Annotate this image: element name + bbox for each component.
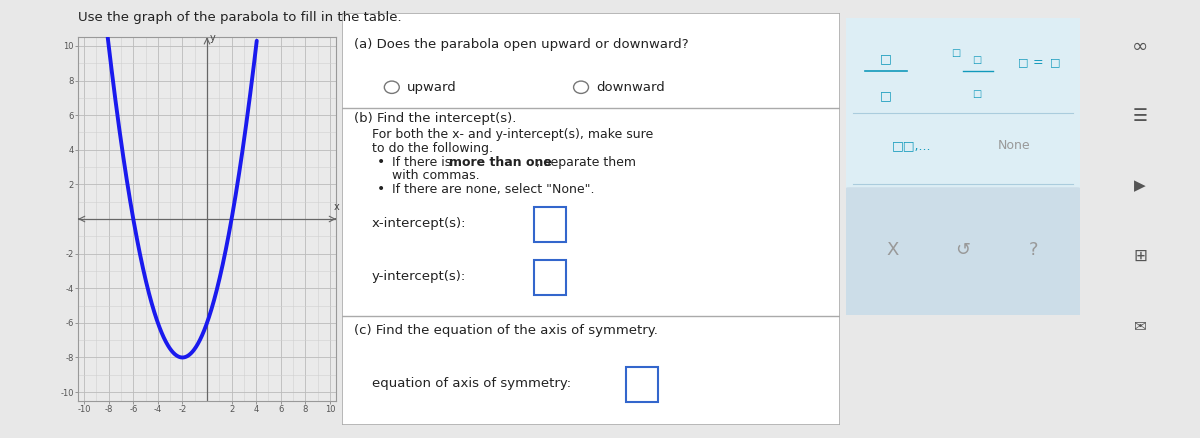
Text: to do the following.: to do the following. [372,141,493,155]
Text: =: = [1032,56,1043,69]
FancyBboxPatch shape [626,367,659,402]
Text: For both the x- and y-intercept(s), make sure: For both the x- and y-intercept(s), make… [372,128,653,141]
Text: (c) Find the equation of the axis of symmetry.: (c) Find the equation of the axis of sym… [354,324,659,337]
Text: (b) Find the intercept(s).: (b) Find the intercept(s). [354,112,517,125]
Text: ☰: ☰ [1133,107,1147,125]
Text: , separate them: , separate them [536,155,636,169]
Text: □: □ [952,48,961,58]
Text: □: □ [1050,57,1060,67]
Text: None: None [998,139,1031,152]
Text: ▶: ▶ [1134,179,1146,194]
Text: y-intercept(s):: y-intercept(s): [372,270,466,283]
FancyBboxPatch shape [844,187,1082,318]
Text: ⊞: ⊞ [1133,247,1147,265]
Text: □: □ [1018,57,1028,67]
Text: •: • [377,182,385,196]
Text: equation of axis of symmetry:: equation of axis of symmetry: [372,377,571,390]
Text: □: □ [880,89,892,102]
Text: upward: upward [407,81,456,94]
Text: x: x [334,202,340,212]
Text: •: • [377,155,385,169]
FancyBboxPatch shape [841,11,1085,321]
Text: □□,...: □□,... [892,139,931,152]
Text: □: □ [972,89,982,99]
FancyBboxPatch shape [534,260,566,295]
Text: □: □ [972,55,982,65]
Text: y: y [210,33,216,42]
Text: If there is: If there is [391,155,455,169]
Text: ∞: ∞ [1132,37,1148,56]
Text: (a) Does the parabola open upward or downward?: (a) Does the parabola open upward or dow… [354,38,689,50]
Text: ✉: ✉ [1134,318,1146,334]
Text: X: X [887,241,899,259]
Text: ↺: ↺ [955,241,971,259]
Text: □: □ [880,52,892,65]
Text: more than one: more than one [449,155,552,169]
Text: downward: downward [596,81,665,94]
FancyBboxPatch shape [534,207,566,242]
Text: Use the graph of the parabola to fill in the table.: Use the graph of the parabola to fill in… [78,11,402,24]
Text: If there are none, select "None".: If there are none, select "None". [391,183,594,196]
FancyBboxPatch shape [342,13,840,425]
Text: x-intercept(s):: x-intercept(s): [372,217,467,230]
Text: with commas.: with commas. [391,169,480,182]
Text: ?: ? [1028,241,1038,259]
